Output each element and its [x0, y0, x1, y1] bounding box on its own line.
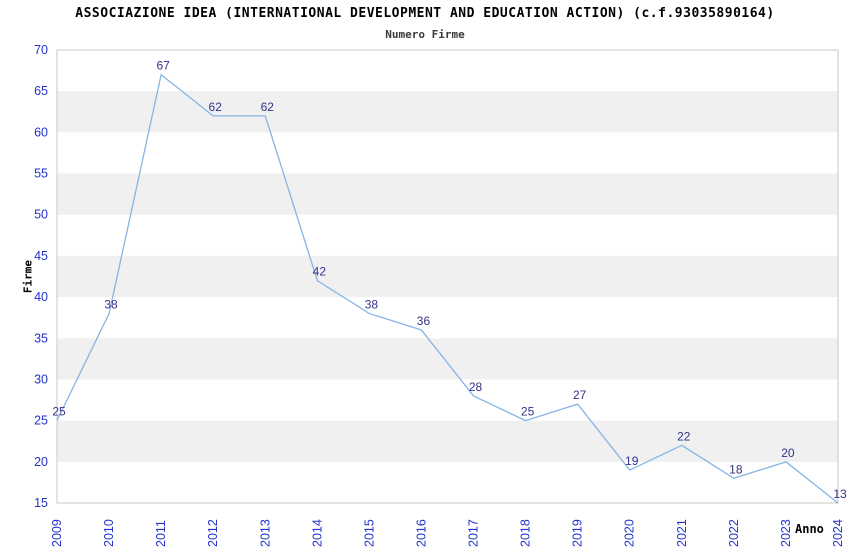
y-tick-label: 35	[34, 331, 48, 345]
y-tick-label: 25	[34, 414, 48, 428]
x-tick-label: 2019	[571, 519, 585, 547]
x-tick-label: 2013	[258, 519, 272, 547]
x-tick-label: 2017	[467, 519, 481, 547]
y-tick-label: 40	[34, 290, 48, 304]
y-tick-label: 65	[34, 84, 48, 98]
y-tick-label: 55	[34, 167, 48, 181]
data-point-label: 13	[833, 487, 847, 501]
data-point-label: 67	[156, 59, 170, 73]
x-tick-label: 2010	[102, 519, 116, 547]
data-point-label: 36	[417, 314, 431, 328]
x-tick-label: 2021	[675, 519, 689, 547]
x-tick-label: 2014	[310, 519, 324, 547]
data-point-label: 27	[573, 388, 587, 402]
x-tick-label: 2015	[362, 519, 376, 547]
y-tick-label: 70	[34, 43, 48, 57]
x-tick-label: 2022	[727, 519, 741, 547]
data-point-label: 19	[625, 454, 639, 468]
chart-title: ASSOCIAZIONE IDEA (INTERNATIONAL DEVELOP…	[75, 6, 775, 21]
data-line	[56, 74, 839, 504]
data-point-label: 25	[52, 405, 66, 419]
y-tick-label: 15	[34, 496, 48, 510]
x-tick-label: 2009	[50, 519, 64, 547]
x-tick-label: 2023	[779, 519, 793, 547]
y-tick-label: 20	[34, 455, 48, 469]
x-tick-label: 2011	[154, 520, 168, 547]
data-point-label: 18	[729, 462, 743, 476]
x-tick-label: 2024	[831, 519, 845, 547]
data-point-label: 42	[313, 265, 327, 279]
y-tick-label: 60	[34, 125, 48, 139]
y-tick-label: 30	[34, 372, 48, 386]
data-point-label: 38	[104, 298, 118, 312]
y-tick-label: 50	[34, 208, 48, 222]
grid-band	[57, 255, 838, 298]
data-point-label: 20	[781, 446, 795, 460]
data-point-label: 25	[521, 405, 535, 419]
x-tick-label: 2012	[206, 519, 220, 547]
data-point-label: 62	[261, 100, 275, 114]
x-tick-label: 2018	[519, 519, 533, 547]
data-point-label: 38	[365, 298, 379, 312]
grid-band	[57, 420, 838, 462]
x-axis-title: Anno	[795, 522, 824, 536]
data-point-label: 28	[469, 380, 483, 394]
data-point-label: 22	[677, 429, 691, 443]
y-tick-label: 45	[34, 249, 48, 263]
chart-subtitle: Numero Firme	[385, 28, 465, 41]
grid-band	[57, 173, 838, 215]
grid-band	[57, 338, 838, 380]
grid-band	[57, 91, 838, 133]
plot-border	[56, 49, 839, 504]
data-point-label: 62	[209, 100, 223, 114]
x-tick-label: 2020	[623, 519, 637, 547]
x-tick-label: 2016	[414, 519, 428, 547]
